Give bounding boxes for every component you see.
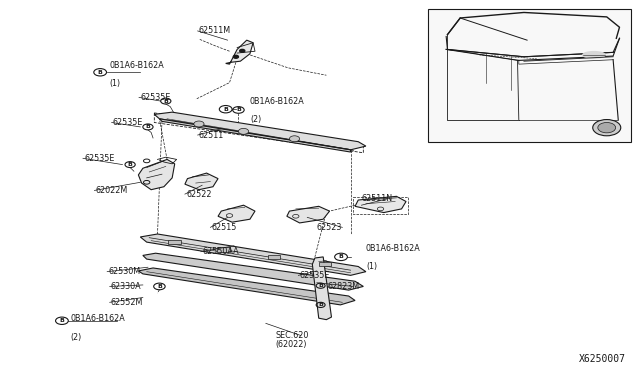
Text: 62535E: 62535E — [300, 271, 330, 280]
Text: 62535E: 62535E — [84, 154, 115, 163]
Polygon shape — [287, 206, 330, 223]
Text: 62535E: 62535E — [140, 93, 171, 102]
Text: B: B — [163, 99, 168, 103]
Text: B: B — [60, 318, 65, 323]
Ellipse shape — [583, 52, 605, 58]
Text: 62022M: 62022M — [96, 186, 128, 195]
Polygon shape — [218, 205, 255, 222]
FancyBboxPatch shape — [217, 247, 230, 252]
Text: (2): (2) — [250, 115, 261, 124]
Text: SEC.620: SEC.620 — [275, 331, 308, 340]
Polygon shape — [355, 196, 406, 212]
Text: 62330A: 62330A — [111, 282, 141, 291]
FancyBboxPatch shape — [268, 255, 280, 259]
FancyBboxPatch shape — [319, 262, 332, 266]
Text: 62522: 62522 — [186, 190, 212, 199]
Polygon shape — [138, 268, 355, 305]
Text: 62535E: 62535E — [113, 118, 143, 127]
Text: 62511M: 62511M — [199, 26, 231, 35]
Polygon shape — [312, 257, 332, 320]
Polygon shape — [140, 234, 366, 275]
Text: 0B1A6-B162A: 0B1A6-B162A — [70, 314, 125, 323]
Text: 62550AA: 62550AA — [202, 247, 239, 256]
Polygon shape — [159, 119, 351, 152]
Text: B: B — [145, 124, 150, 129]
Text: B: B — [318, 302, 323, 307]
Text: 0B1A6-B162A: 0B1A6-B162A — [250, 96, 305, 106]
FancyBboxPatch shape — [428, 9, 631, 142]
Circle shape — [240, 49, 245, 52]
Text: (2): (2) — [70, 333, 81, 341]
Polygon shape — [226, 40, 253, 64]
Text: 62552M: 62552M — [111, 298, 143, 307]
Text: 0B1A6-B162A: 0B1A6-B162A — [109, 61, 164, 70]
Polygon shape — [143, 253, 364, 290]
Text: B: B — [236, 108, 241, 112]
Polygon shape — [154, 112, 366, 150]
Text: B: B — [318, 283, 323, 288]
Text: B: B — [223, 107, 228, 112]
Text: B: B — [157, 284, 162, 289]
Text: B: B — [339, 254, 344, 259]
Circle shape — [289, 136, 300, 142]
Text: 62530M: 62530M — [108, 267, 141, 276]
FancyBboxPatch shape — [168, 240, 181, 244]
Circle shape — [598, 122, 616, 133]
Text: 62515: 62515 — [212, 223, 237, 232]
Circle shape — [239, 128, 248, 134]
Circle shape — [593, 119, 621, 136]
Text: 62511: 62511 — [199, 131, 224, 140]
Polygon shape — [185, 173, 218, 190]
Text: 62511N: 62511N — [362, 195, 392, 203]
Text: (62022): (62022) — [275, 340, 307, 349]
Text: 0B1A6-B162A: 0B1A6-B162A — [366, 244, 420, 253]
Circle shape — [194, 121, 204, 127]
Text: (1): (1) — [366, 262, 377, 272]
Text: B: B — [127, 162, 132, 167]
Text: 62823M: 62823M — [328, 282, 360, 291]
Polygon shape — [138, 160, 175, 190]
Circle shape — [234, 55, 239, 58]
Text: 62523: 62523 — [317, 223, 342, 232]
Text: B: B — [98, 70, 102, 75]
Text: (1): (1) — [109, 79, 121, 88]
Text: X6250007: X6250007 — [579, 354, 626, 364]
